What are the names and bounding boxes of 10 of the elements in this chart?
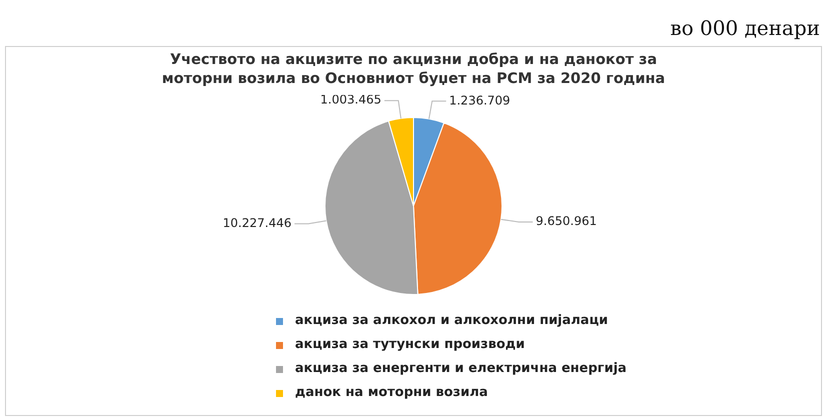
legend-label: акциза за алкохол и алкохолни пијалаци [295, 312, 608, 330]
legend-label: данок на моторни возила [295, 384, 488, 402]
data-label: 1.003.465 [320, 92, 382, 107]
data-label: 10.227.446 [222, 216, 292, 230]
chart-title: Учеството на акцизите по акцизни добра и на данокот за моторни возила во Основниот буџет на РСМ за 2020 година [160, 51, 666, 89]
legend-label: акциза за енергенти и електрична енергија [295, 360, 627, 378]
data-label: 1.236.709 [449, 93, 510, 108]
data-label: 9.650.961 [536, 214, 597, 228]
legend-label: акциза за тутунски производи [295, 336, 525, 354]
text: во 000 денари [670, 16, 820, 40]
